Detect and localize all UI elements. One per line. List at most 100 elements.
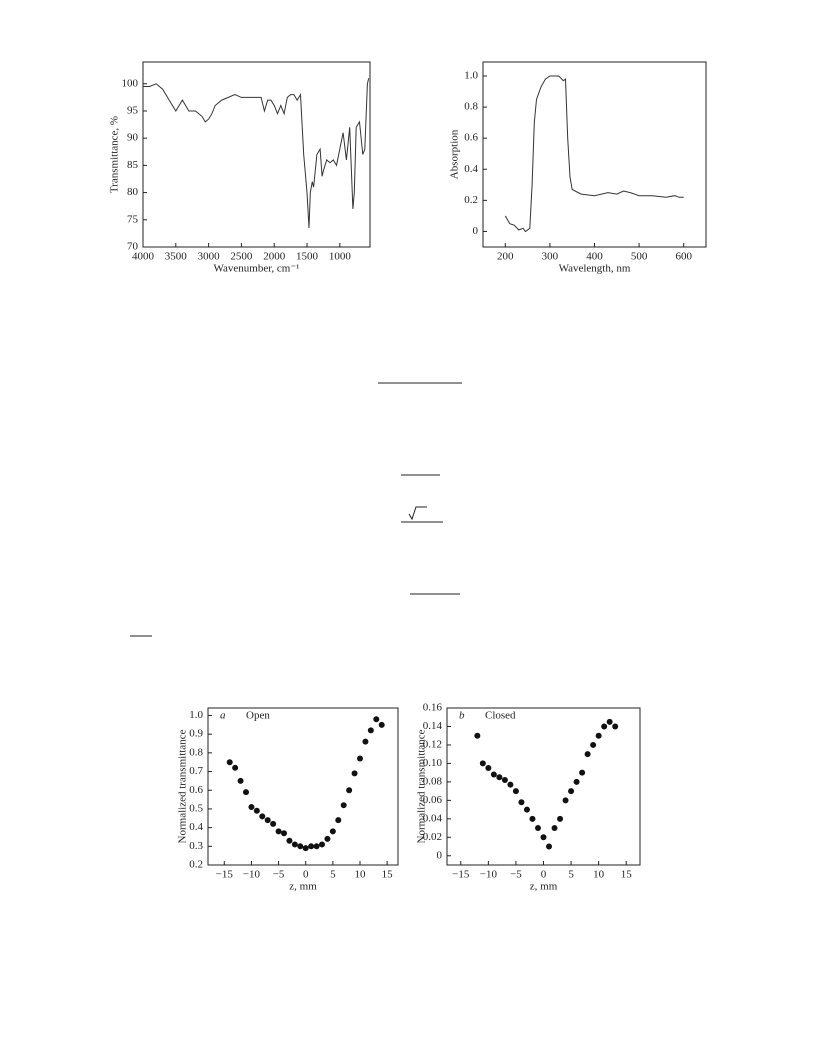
data-point	[270, 820, 277, 827]
data-point	[518, 799, 525, 806]
x-tick-label: 5	[330, 869, 336, 881]
y-axis-label: Normalized transmittance	[416, 729, 428, 843]
x-tick-label: 1000	[329, 251, 352, 263]
y-tick-label: 0.02	[423, 831, 442, 843]
y-tick-label: 85	[127, 159, 139, 171]
x-tick-label: 10	[355, 869, 367, 881]
y-tick-label: 0	[437, 849, 443, 861]
data-point	[346, 787, 353, 794]
data-point	[584, 751, 591, 758]
data-point	[546, 843, 553, 850]
plot-frame	[482, 61, 707, 248]
x-tick-label: −10	[243, 869, 261, 881]
data-point	[512, 788, 519, 795]
y-tick-label: 100	[122, 77, 139, 89]
x-axis-label: Wavelength, nm	[559, 263, 631, 275]
data-point	[259, 813, 266, 820]
x-tick-label: 200	[497, 251, 514, 263]
y-tick-label: 0	[473, 225, 479, 237]
data-point	[248, 804, 255, 811]
x-tick-label: 1500	[296, 251, 319, 263]
data-line	[143, 78, 370, 229]
x-tick-label: −15	[216, 869, 234, 881]
y-tick-label: 1.0	[464, 70, 478, 82]
x-axis-label: z, mm	[289, 881, 317, 893]
y-tick-label: 90	[127, 132, 139, 144]
y-tick-label: 0.5	[189, 802, 203, 814]
data-line	[504, 75, 684, 233]
data-point	[562, 797, 569, 804]
y-tick-label: 95	[127, 105, 139, 117]
data-point	[507, 781, 514, 788]
y-tick-label: 75	[127, 213, 139, 225]
data-point	[529, 815, 536, 822]
x-tick-label: 15	[382, 869, 394, 881]
x-tick-label: 0	[541, 869, 547, 881]
y-tick-label: 0.04	[423, 812, 443, 824]
data-point	[573, 778, 580, 785]
panel-label: b	[459, 710, 465, 722]
data-point	[324, 835, 331, 842]
data-point	[590, 741, 597, 748]
data-point	[362, 738, 369, 745]
x-tick-label: 600	[675, 251, 692, 263]
data-point	[335, 817, 342, 824]
data-point	[534, 825, 541, 832]
y-tick-label: 0.6	[464, 132, 478, 144]
annotation: Open	[246, 710, 270, 722]
annotation: Closed	[485, 710, 516, 722]
data-point	[237, 777, 244, 784]
x-tick-label: 5	[568, 869, 574, 881]
y-tick-label: 0.8	[464, 101, 478, 113]
y-axis-label: Absorption	[449, 129, 461, 179]
y-tick-label: 0.2	[189, 859, 203, 871]
y-tick-label: 0.8	[189, 746, 203, 758]
x-tick-label: 4000	[132, 251, 155, 263]
y-tick-label: 0.4	[189, 821, 203, 833]
data-point	[373, 716, 380, 723]
data-point	[579, 769, 586, 776]
data-point	[367, 727, 374, 734]
x-tick-label: 400	[586, 251, 603, 263]
y-tick-label: 0.12	[423, 738, 442, 750]
y-tick-label: 0.2	[464, 194, 478, 206]
y-tick-label: 0.7	[189, 765, 203, 777]
x-tick-label: −10	[480, 869, 498, 881]
data-point	[568, 788, 575, 795]
x-tick-label: −15	[452, 869, 470, 881]
data-point	[340, 802, 347, 809]
x-axis-label: Wavenumber, cm⁻¹	[214, 263, 300, 275]
x-axis-label: z, mm	[530, 881, 558, 893]
sqrt-sign	[408, 506, 427, 521]
y-tick-label: 0.14	[423, 720, 443, 732]
data-point	[243, 789, 249, 796]
x-tick-label: 10	[593, 869, 605, 881]
data-point	[523, 806, 530, 813]
data-point	[551, 825, 558, 832]
data-point	[286, 837, 293, 844]
data-point	[557, 815, 564, 822]
y-tick-label: 0.9	[189, 728, 203, 740]
data-point	[490, 771, 497, 778]
x-tick-label: 2000	[263, 251, 286, 263]
data-point	[253, 807, 260, 814]
plot-frame	[142, 61, 371, 248]
data-point	[540, 834, 547, 841]
y-tick-label: 0.16	[423, 702, 443, 714]
data-point	[297, 843, 304, 850]
x-tick-label: 3000	[198, 251, 221, 263]
y-tick-label: 80	[127, 186, 139, 198]
y-tick-label: 0.06	[423, 794, 443, 806]
y-axis-label: Transmittance, %	[109, 116, 121, 193]
y-tick-label: 0.3	[189, 840, 203, 852]
data-point	[479, 760, 486, 767]
plot-frame	[446, 707, 641, 866]
data-point	[319, 841, 325, 848]
x-tick-label: −5	[273, 869, 285, 881]
data-point	[601, 723, 608, 730]
y-tick-label: 0.4	[464, 163, 478, 175]
data-point	[351, 770, 358, 777]
x-tick-label: 2500	[230, 251, 253, 263]
data-point	[485, 765, 492, 772]
data-point	[232, 764, 239, 771]
